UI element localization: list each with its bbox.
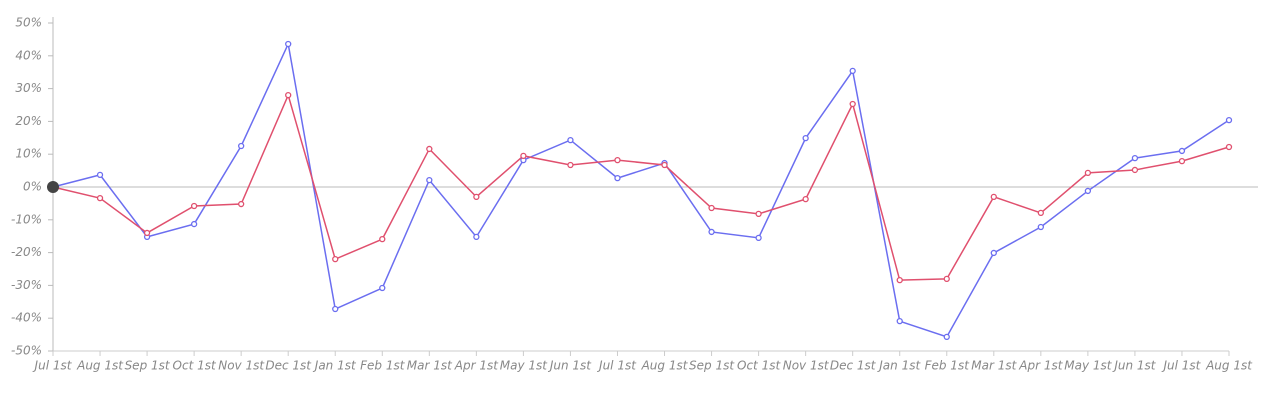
point — [990, 249, 997, 257]
point — [896, 318, 903, 325]
x-tick-label: Nov 1st — [218, 359, 265, 373]
x-tick-label: Oct 1st — [737, 359, 781, 373]
point — [332, 305, 339, 313]
x-tick-label: Sep 1st — [125, 359, 171, 373]
point — [1037, 223, 1044, 231]
point — [567, 136, 574, 144]
point — [943, 275, 950, 282]
point — [238, 200, 245, 208]
x-tick-label: May 1st — [500, 359, 549, 373]
x-tick-label: Mar 1st — [407, 359, 453, 373]
point — [802, 195, 809, 203]
point — [426, 145, 433, 153]
point — [332, 256, 339, 263]
point — [1178, 147, 1186, 155]
point — [849, 67, 856, 75]
point — [614, 156, 621, 164]
y-tick-label: -20% — [11, 245, 42, 259]
x-tick-label: May 1st — [1064, 359, 1113, 373]
y-tick-label: 50% — [15, 16, 42, 30]
x-tick-label: Jul 1st — [33, 359, 73, 373]
y-tick-label: -50% — [11, 344, 42, 358]
x-tick-label: Aug 1st — [76, 359, 124, 373]
point — [190, 202, 198, 210]
point — [473, 193, 480, 200]
x-tick-label: Feb 1st — [925, 359, 971, 373]
point — [473, 233, 480, 241]
point — [614, 174, 621, 182]
point — [285, 92, 292, 99]
x-tick-label: Feb 1st — [360, 359, 406, 373]
point — [1084, 187, 1092, 195]
point — [661, 161, 668, 169]
point — [802, 134, 809, 142]
point — [990, 193, 997, 200]
x-tick-label: Jun 1st — [548, 359, 592, 373]
point — [1131, 154, 1139, 162]
x-tick-label: Dec 1st — [265, 359, 312, 373]
x-tick-label: Jul 1st — [597, 359, 637, 373]
point — [379, 236, 386, 243]
point — [755, 234, 762, 241]
y-tick-label: 20% — [15, 114, 42, 128]
point — [1084, 169, 1092, 177]
point — [708, 228, 715, 236]
series-line — [52, 92, 1230, 281]
x-tick-label: Sep 1st — [689, 359, 735, 373]
x-tick-label: Jul 1st — [1162, 359, 1202, 373]
y-tick-label: 10% — [15, 147, 42, 161]
x-tick-label: Oct 1st — [173, 359, 217, 373]
point — [896, 277, 903, 284]
point — [1225, 116, 1233, 124]
point — [285, 40, 292, 48]
x-tick-label: Mar 1st — [971, 359, 1017, 373]
x-tick-label: Jan 1st — [877, 359, 921, 373]
x-tick-label: Aug 1st — [1205, 359, 1253, 373]
x-tick-label: Dec 1st — [830, 359, 877, 373]
x-tick-label: Apr 1st — [454, 359, 499, 373]
y-tick-label: -10% — [11, 212, 42, 226]
y-tick-label: -30% — [11, 278, 42, 292]
x-tick-label: Jun 1st — [1112, 359, 1156, 373]
y-tick-label: 0% — [23, 180, 42, 194]
point — [567, 161, 574, 169]
point — [1225, 143, 1233, 151]
x-tick-label: Jan 1st — [313, 359, 357, 373]
point — [96, 195, 104, 202]
x-tick-label: Apr 1st — [1018, 359, 1063, 373]
point — [849, 100, 856, 108]
point — [755, 210, 762, 218]
series-line — [52, 41, 1230, 338]
point — [379, 284, 386, 292]
point — [708, 204, 715, 212]
y-tick-label: 30% — [15, 81, 42, 95]
point — [943, 333, 950, 341]
point — [1178, 157, 1186, 165]
point — [238, 142, 245, 150]
point — [1131, 166, 1139, 174]
point — [143, 229, 151, 237]
point — [520, 152, 527, 159]
point — [1037, 209, 1044, 217]
x-tick-label: Aug 1st — [641, 359, 689, 373]
point — [426, 176, 433, 184]
point — [190, 220, 198, 228]
y-tick-label: -40% — [11, 311, 42, 325]
y-tick-label: 40% — [15, 48, 42, 62]
point — [96, 171, 104, 179]
hover-marker — [47, 181, 59, 193]
x-tick-label: Nov 1st — [783, 359, 830, 373]
